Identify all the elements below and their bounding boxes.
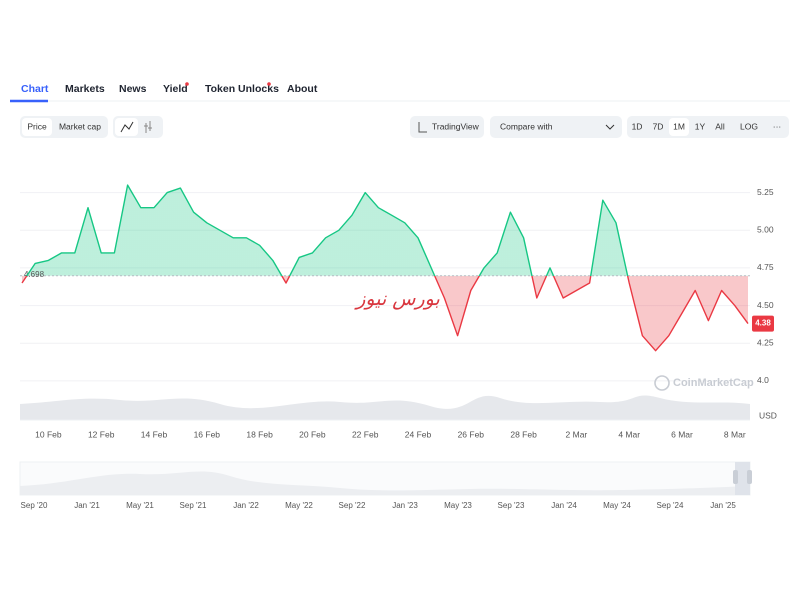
range-button[interactable]: All	[715, 121, 725, 131]
x-tick-label: 20 Feb	[299, 429, 326, 439]
x-tick-label: 24 Feb	[405, 429, 432, 439]
x-tick-label: 28 Feb	[510, 429, 537, 439]
navigator-label: Jan '22	[233, 501, 259, 510]
x-tick-label: 16 Feb	[194, 429, 221, 439]
x-tick-label: 4 Mar	[618, 429, 640, 439]
y-tick-label: 5.25	[757, 187, 774, 197]
tab[interactable]: Chart	[21, 83, 49, 95]
x-tick-label: 2 Mar	[566, 429, 588, 439]
y-tick-label: 4.25	[757, 337, 774, 347]
x-tick-label: 26 Feb	[458, 429, 485, 439]
navigator-handle[interactable]	[747, 470, 752, 484]
overlay-watermark: بورس نیوز	[354, 288, 440, 310]
navigator-label: Sep '23	[498, 501, 525, 510]
volume-area	[20, 395, 750, 420]
x-tick-label: 6 Mar	[671, 429, 693, 439]
navigator-area	[20, 471, 750, 495]
navigator-label: Sep '21	[180, 501, 207, 510]
price-line	[21, 184, 749, 352]
x-tick-label: 8 Mar	[724, 429, 746, 439]
navigator-label: Jan '24	[551, 501, 577, 510]
current-price-badge	[752, 315, 774, 332]
navigator-label: Jan '23	[392, 501, 418, 510]
navigator-label: May '21	[126, 501, 154, 510]
navigator-handle[interactable]	[733, 470, 738, 484]
range-button[interactable]: 1D	[632, 121, 643, 131]
navigator-label: May '23	[444, 501, 472, 510]
plot: 4.0 4.25 4.50 4.75 5.00 5.25 10 Feb 12 Feb 14 Fe…	[20, 184, 774, 439]
navigator-label: May '24	[603, 501, 631, 510]
navigator-labels: Sep '20 Jan '21 May '21 Sep '21 Jan '22 May '…	[21, 501, 737, 510]
y-tick-label: 5.00	[757, 225, 774, 235]
tab[interactable]: News	[119, 83, 147, 95]
candle-icon[interactable]	[144, 121, 152, 133]
x-tick-label: 22 Feb	[352, 429, 379, 439]
badge-dot	[267, 82, 271, 86]
compare-label: Compare with	[500, 121, 553, 131]
tv-icon	[418, 122, 427, 133]
market-cap-button[interactable]: Market cap	[59, 121, 101, 131]
range-group	[627, 116, 789, 138]
y-tick-label: 4.50	[757, 300, 774, 310]
baseline-label: 4.698	[24, 270, 45, 279]
line-icon	[120, 121, 134, 133]
navigator-label: Jan '25	[710, 501, 736, 510]
more-button[interactable]: ···	[773, 121, 782, 131]
y-tick-label: 4.0	[757, 375, 769, 385]
toggle-active	[22, 118, 52, 136]
tradingview-button[interactable]	[410, 116, 484, 138]
price-area	[22, 185, 748, 351]
navigator-label: May '22	[285, 501, 313, 510]
compare-dropdown[interactable]	[490, 116, 622, 138]
x-tick-label: 10 Feb	[35, 429, 62, 439]
currency-label: USD	[759, 410, 777, 420]
tabs: Chart Markets News Yield Token Unlocks About	[21, 83, 318, 95]
x-tick-label: 14 Feb	[141, 429, 168, 439]
log-button[interactable]: LOG	[740, 121, 758, 131]
navigator-label: Sep '24	[657, 501, 684, 510]
chevron	[605, 124, 615, 130]
tab[interactable]: About	[287, 83, 318, 95]
navigator-label: Sep '22	[339, 501, 366, 510]
tab[interactable]: Yield	[163, 83, 188, 95]
watermark: CoinMarketCap	[673, 377, 754, 389]
y-tick-label: 4.75	[757, 262, 774, 272]
price-button[interactable]: Price	[27, 121, 47, 131]
x-tick-label: 12 Feb	[88, 429, 115, 439]
x-tick-label: 18 Feb	[246, 429, 273, 439]
tradingview-label: TradingView	[432, 121, 480, 131]
navigator-label: Sep '20	[21, 501, 48, 510]
ranges: 1D 7D 1M 1Y All	[632, 121, 725, 131]
badge-dot	[185, 82, 189, 86]
current-price-label: 4.38	[755, 319, 771, 328]
navigator-label: Jan '21	[74, 501, 100, 510]
watermark-logo	[654, 375, 670, 391]
tab[interactable]: Token Unlocks	[205, 83, 279, 95]
range-button[interactable]: 7D	[653, 121, 664, 131]
navigator-window[interactable]	[735, 462, 750, 495]
range-button[interactable]: 1M	[673, 121, 685, 131]
range-active	[669, 118, 689, 136]
tab[interactable]: Markets	[65, 83, 105, 95]
range-button[interactable]: 1Y	[695, 121, 706, 131]
